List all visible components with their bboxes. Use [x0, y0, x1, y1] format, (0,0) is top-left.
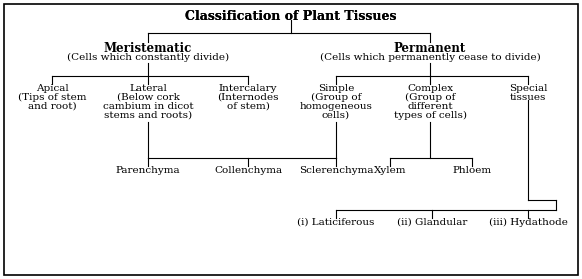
Text: tissues: tissues — [510, 93, 546, 102]
Text: Lateral: Lateral — [129, 84, 167, 93]
Text: (Group of: (Group of — [311, 93, 361, 102]
Text: Collenchyma: Collenchyma — [214, 166, 282, 175]
Text: Sclerenchyma: Sclerenchyma — [299, 166, 373, 175]
Text: Special: Special — [509, 84, 547, 93]
Text: Xylem: Xylem — [374, 166, 406, 175]
Text: (i) Laticiferous: (i) Laticiferous — [297, 218, 375, 227]
Text: Intercalary: Intercalary — [219, 84, 277, 93]
Text: Complex: Complex — [407, 84, 453, 93]
Text: (iii) Hydathode: (iii) Hydathode — [488, 218, 567, 227]
Text: (ii) Glandular: (ii) Glandular — [397, 218, 467, 227]
Text: (Group of: (Group of — [405, 93, 455, 102]
Text: different: different — [407, 102, 453, 111]
Text: Parenchyma: Parenchyma — [116, 166, 180, 175]
Text: Meristematic: Meristematic — [104, 42, 192, 55]
Text: (Below cork: (Below cork — [116, 93, 179, 102]
Text: Classification of Plant Tissues: Classification of Plant Tissues — [185, 10, 397, 23]
Text: Apical: Apical — [36, 84, 68, 93]
Text: (Tips of stem: (Tips of stem — [17, 93, 86, 102]
Text: cells): cells) — [322, 111, 350, 120]
Text: (Internodes: (Internodes — [217, 93, 279, 102]
Text: Simple: Simple — [318, 84, 354, 93]
Text: and root): and root) — [28, 102, 76, 111]
Text: types of cells): types of cells) — [393, 111, 467, 120]
Text: cambium in dicot: cambium in dicot — [102, 102, 193, 111]
Text: Permanent: Permanent — [394, 42, 466, 55]
Text: stems and roots): stems and roots) — [104, 111, 192, 120]
Text: (Cells which permanently cease to divide): (Cells which permanently cease to divide… — [320, 53, 540, 62]
Text: homogeneous: homogeneous — [300, 102, 372, 111]
Text: Classification of Plant Tissues: Classification of Plant Tissues — [185, 10, 397, 23]
Text: Phloem: Phloem — [452, 166, 492, 175]
Text: (Cells which constantly divide): (Cells which constantly divide) — [67, 53, 229, 62]
Text: of stem): of stem) — [226, 102, 269, 111]
